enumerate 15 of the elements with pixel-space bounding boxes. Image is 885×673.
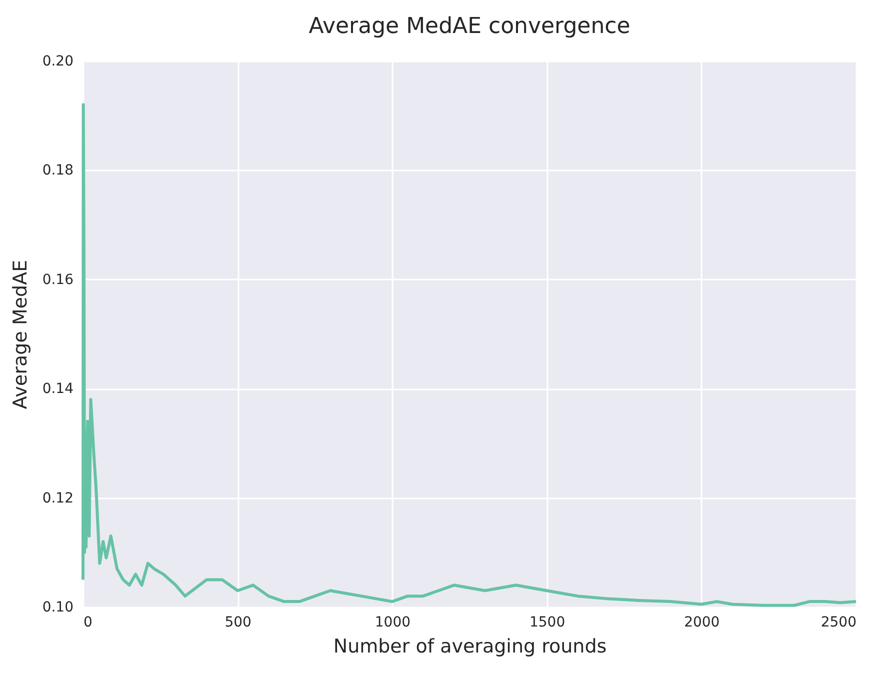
y-tick-label: 0.12 bbox=[42, 490, 74, 506]
x-tick-label: 500 bbox=[224, 614, 252, 630]
y-tick-label: 0.14 bbox=[42, 381, 74, 398]
x-tick-label: 2000 bbox=[684, 614, 720, 630]
y-tick-label: 0.18 bbox=[42, 162, 74, 179]
y-axis-title: Average MedAE bbox=[9, 260, 32, 410]
chart-title: Average MedAE convergence bbox=[308, 14, 630, 39]
x-tick-label: 0 bbox=[84, 614, 92, 630]
y-tick-label: 0.20 bbox=[42, 54, 74, 70]
y-tick-label: 0.10 bbox=[42, 600, 74, 616]
x-tick-label: 2500 bbox=[820, 614, 856, 630]
y-tick-label: 0.16 bbox=[42, 272, 74, 288]
x-tick-label: 1000 bbox=[374, 614, 411, 630]
x-axis-title: Number of averaging rounds bbox=[333, 636, 607, 658]
x-tick-label: 1500 bbox=[529, 614, 566, 630]
